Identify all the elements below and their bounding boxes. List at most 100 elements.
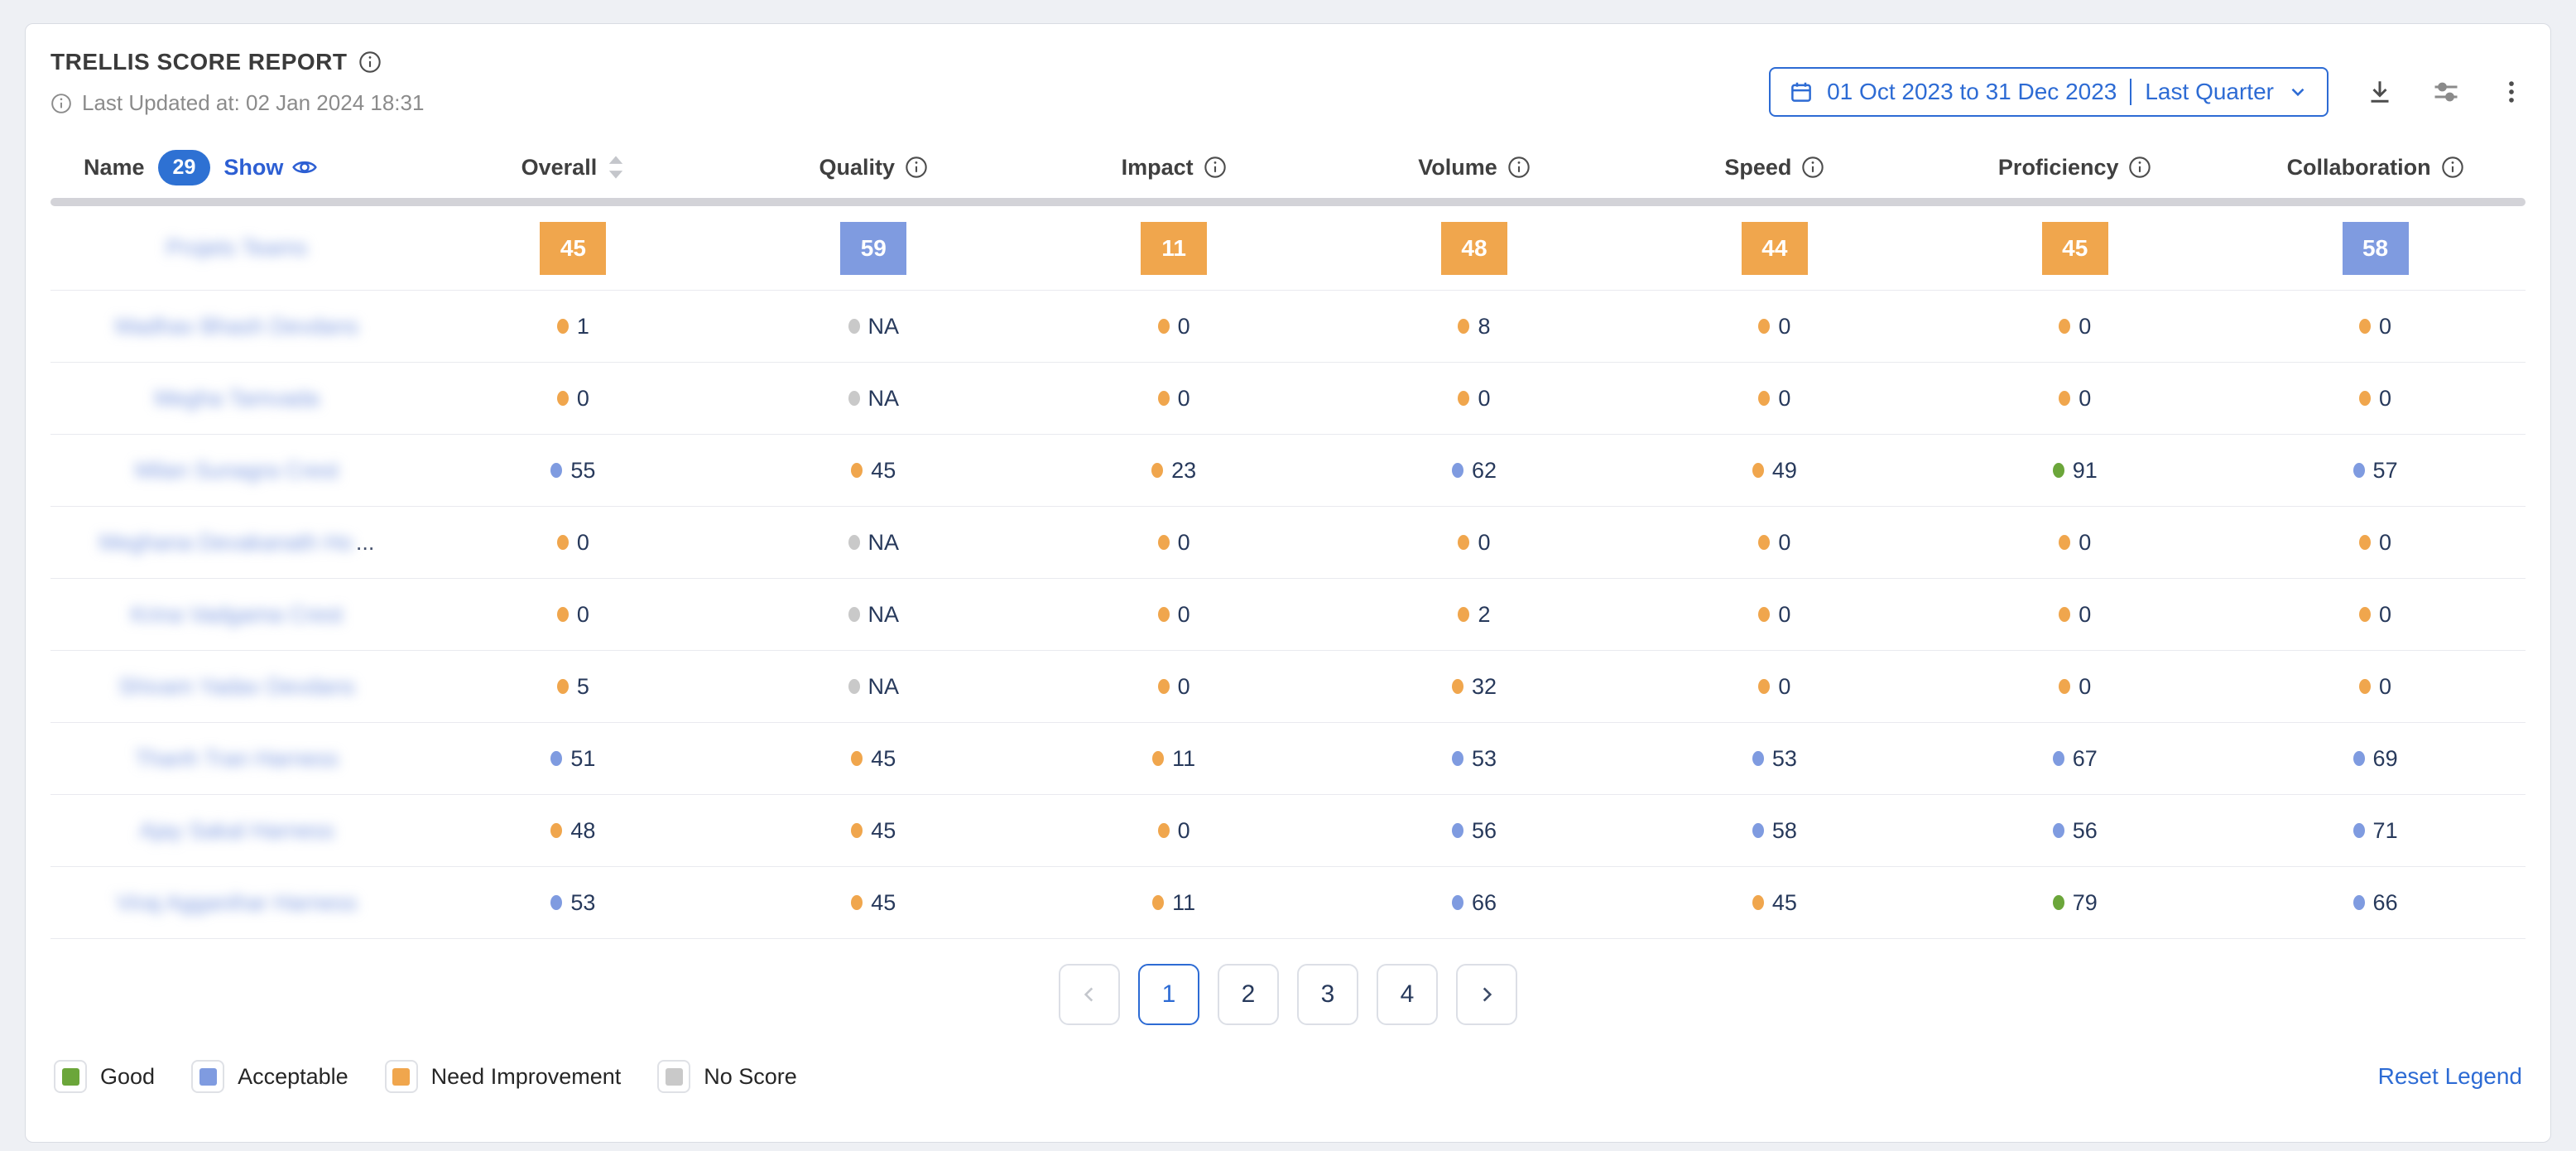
table-row: Viraj Agganihar Harness 53 45 11 66 45 79 66 <box>50 867 2526 939</box>
member-name-link[interactable]: Shivam Yadav Devdans <box>50 674 423 700</box>
status-dot <box>848 679 860 694</box>
column-header-overall[interactable]: Overall <box>423 155 723 181</box>
score-value: 2 <box>1478 601 1491 627</box>
redacted-name-text: Thanh Tran Harness <box>134 745 339 771</box>
score-value-cell: 56 <box>1925 818 2225 844</box>
member-name-link[interactable]: Meghana Devakanath Ho... <box>50 530 423 556</box>
member-name-link[interactable]: Megha Tamvada <box>50 386 423 412</box>
legend-swatch <box>61 1067 79 1086</box>
date-range-picker[interactable]: 01 Oct 2023 to 31 Dec 2023 Last Quarter <box>1769 67 2328 117</box>
score-value-cell: 91 <box>1925 458 2225 484</box>
info-icon[interactable] <box>2128 156 2151 179</box>
status-dot <box>1758 679 1771 694</box>
score-value-cell: 0 <box>1324 530 1625 556</box>
status-dot <box>2359 607 2372 622</box>
status-dot <box>1758 607 1771 622</box>
member-name-link[interactable]: Ajay Sakal Harness <box>50 818 423 844</box>
column-settings-icon[interactable] <box>2431 77 2461 107</box>
table-row: Meghana Devakanath Ho... 0 NA 0 0 0 0 0 <box>50 507 2526 579</box>
legend-item-no_score[interactable]: No Score <box>657 1060 797 1093</box>
member-name-link[interactable]: Krina Vadgama Crest <box>50 602 423 628</box>
score-value: 45 <box>871 889 896 915</box>
member-name-link[interactable]: Viraj Agganihar Harness <box>50 890 423 916</box>
info-icon[interactable] <box>1801 156 1824 179</box>
pagination-prev-button[interactable] <box>1059 964 1120 1025</box>
column-header-label: Collaboration <box>2286 154 2431 180</box>
info-icon[interactable] <box>1204 156 1227 179</box>
member-name-link[interactable]: Projets Teams <box>50 235 423 261</box>
member-name-link[interactable]: Thanh Tran Harness <box>50 746 423 772</box>
legend-label: No Score <box>704 1063 797 1089</box>
legend-item-good[interactable]: Good <box>54 1060 155 1093</box>
score-value-cell: 53 <box>423 890 723 916</box>
score-value: 79 <box>2072 889 2098 915</box>
redacted-name-text: Projets Teams <box>166 235 308 260</box>
reset-legend-link[interactable]: Reset Legend <box>2377 1063 2522 1089</box>
score-value: 53 <box>1471 745 1497 771</box>
more-options-kebab-icon[interactable] <box>2497 78 2526 106</box>
status-dot <box>2359 535 2372 550</box>
score-value: 0 <box>1778 601 1791 627</box>
score-value: 1 <box>576 313 589 339</box>
status-dot <box>1451 679 1463 694</box>
pagination-next-button[interactable] <box>1456 964 1517 1025</box>
pagination-page-3[interactable]: 3 <box>1297 964 1358 1025</box>
status-dot <box>1157 823 1170 838</box>
pagination-page-4[interactable]: 4 <box>1377 964 1438 1025</box>
score-value-cell: 0 <box>1024 818 1324 844</box>
status-dot <box>848 535 860 550</box>
status-dot <box>2359 319 2372 334</box>
score-value-cell: 0 <box>2225 674 2526 700</box>
team-score-cell: 45 <box>1925 221 2225 275</box>
score-value-cell: 0 <box>1925 674 2225 700</box>
legend-item-acceptable[interactable]: Acceptable <box>191 1060 348 1093</box>
status-dot <box>556 679 569 694</box>
score-value: 45 <box>871 745 896 771</box>
name-truncation-ellipsis: ... <box>355 529 375 555</box>
show-names-button[interactable]: Show <box>223 154 318 181</box>
score-value-cell: 55 <box>423 458 723 484</box>
score-value: 0 <box>2379 529 2392 555</box>
sort-icon[interactable] <box>607 155 625 180</box>
trellis-report-card: TRELLIS SCORE REPORT Last Updated at: 02… <box>25 23 2551 1143</box>
score-value-cell: 0 <box>423 530 723 556</box>
score-value: 45 <box>1771 889 1797 915</box>
status-dot <box>2059 391 2071 406</box>
score-value-cell: 66 <box>1324 890 1625 916</box>
score-value: 0 <box>1778 385 1791 411</box>
score-value: NA <box>867 673 900 699</box>
score-value: 49 <box>1771 457 1797 483</box>
last-updated-info-icon[interactable] <box>50 93 72 114</box>
status-dot <box>2353 751 2365 766</box>
info-icon[interactable] <box>2441 156 2464 179</box>
info-icon[interactable] <box>1507 156 1531 179</box>
score-value-cell: 0 <box>423 386 723 412</box>
pagination-page-2[interactable]: 2 <box>1218 964 1279 1025</box>
eye-icon <box>291 154 318 181</box>
pagination-page-1[interactable]: 1 <box>1138 964 1199 1025</box>
status-dot <box>2052 823 2064 838</box>
member-name-link[interactable]: Milan Sunagra Crest <box>50 458 423 484</box>
score-value-cell: 45 <box>723 818 1024 844</box>
member-name-link[interactable]: Madhav Bhash Devdans <box>50 314 423 340</box>
score-value-cell: 49 <box>1624 458 1925 484</box>
title-info-icon[interactable] <box>358 51 382 74</box>
status-dot <box>848 391 860 406</box>
horizontal-scrollbar[interactable] <box>50 198 2526 206</box>
score-value: 67 <box>2072 745 2098 771</box>
score-value-cell: NA <box>723 602 1024 628</box>
score-value: 0 <box>1177 601 1190 627</box>
team-summary-row: Projets Teams 45 59 11 48 44 45 58 <box>50 206 2526 291</box>
score-value: 91 <box>2072 457 2098 483</box>
status-dot <box>2059 679 2071 694</box>
info-icon[interactable] <box>905 156 928 179</box>
score-value-cell: 0 <box>1024 530 1324 556</box>
legend-swatch <box>199 1067 217 1086</box>
legend-item-need_improvement[interactable]: Need Improvement <box>384 1060 621 1093</box>
download-button[interactable] <box>2365 77 2395 107</box>
score-value-cell: 58 <box>1624 818 1925 844</box>
score-value: 0 <box>2379 385 2392 411</box>
status-dot <box>2052 895 2064 910</box>
score-value: 23 <box>1171 457 1197 483</box>
score-value: 0 <box>1478 385 1491 411</box>
